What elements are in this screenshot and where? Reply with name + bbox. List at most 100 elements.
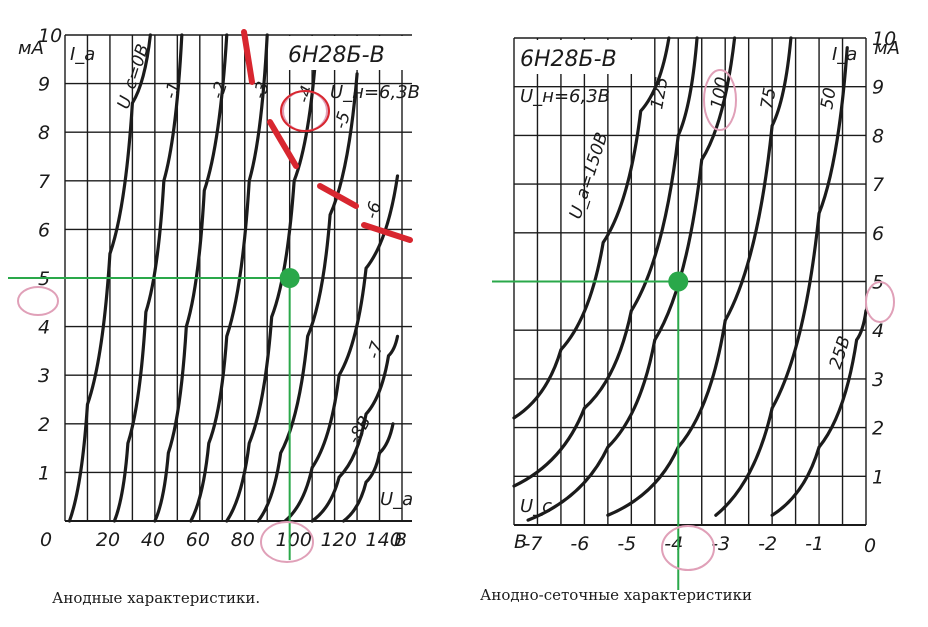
y-tick-label: 9 bbox=[872, 77, 884, 99]
series-label: -7 bbox=[364, 339, 388, 361]
right-ylabel: I_a bbox=[832, 44, 857, 65]
operating-point-dot bbox=[279, 268, 300, 288]
x-tick-label: 120 bbox=[321, 529, 357, 551]
highlight-ellipse bbox=[17, 286, 59, 316]
highlight-ellipse bbox=[260, 521, 314, 563]
y-tick-label: 3 bbox=[38, 365, 50, 387]
y-tick-label: 6 bbox=[872, 223, 884, 245]
series-label: -2 bbox=[208, 79, 232, 101]
y-tick-label: 4 bbox=[872, 320, 884, 342]
left-operating-point bbox=[8, 268, 300, 560]
series-curve bbox=[512, 36, 671, 420]
x-tick-label: -5 bbox=[617, 533, 636, 555]
series-curve bbox=[153, 33, 229, 523]
x-tick-label: 140 bbox=[366, 529, 402, 551]
right-curves bbox=[512, 36, 868, 522]
series-curve bbox=[512, 36, 699, 488]
series-curve bbox=[283, 174, 400, 523]
series-curve bbox=[189, 33, 269, 523]
series-curve bbox=[341, 422, 395, 523]
series-curve bbox=[310, 334, 400, 523]
series-curve bbox=[770, 309, 868, 517]
right-title: 6Н28Б-В bbox=[520, 47, 617, 72]
x-tick-label: -2 bbox=[758, 533, 777, 555]
hand-drawn-annotations bbox=[17, 29, 895, 571]
x-tick-label: -1 bbox=[805, 533, 824, 555]
left-subtitle: U_н=6,3В bbox=[330, 82, 420, 103]
y-tick-label: 7 bbox=[872, 174, 884, 196]
series-curve bbox=[526, 36, 737, 522]
highlight-ellipse bbox=[661, 525, 715, 571]
red-circle bbox=[280, 90, 330, 132]
left-xlabel: U_a bbox=[380, 489, 413, 510]
right-yunit: мА bbox=[874, 38, 900, 59]
y-tick-label: 10 bbox=[38, 25, 62, 47]
left-title: 6Н28Б-В bbox=[288, 43, 385, 68]
series-label: -8В bbox=[344, 413, 376, 448]
right-xunit: В bbox=[514, 531, 527, 553]
series-label: -3 bbox=[250, 79, 274, 101]
right-title-box bbox=[516, 40, 646, 74]
right-caption: Анодно-сеточные характеристики bbox=[480, 586, 752, 604]
y-tick-label: 8 bbox=[38, 122, 50, 144]
operating-point-dot bbox=[668, 271, 689, 292]
left-x-tick-labels: 20 40 60 80 100 120 140 bbox=[96, 529, 402, 551]
left-curves bbox=[67, 33, 400, 523]
right-origin-label: 0 bbox=[864, 535, 876, 557]
series-label: -5 bbox=[331, 109, 355, 131]
x-tick-label: -6 bbox=[570, 533, 589, 555]
y-tick-label: 4 bbox=[38, 317, 50, 339]
series-label: 100 bbox=[707, 75, 732, 110]
y-tick-label: 2 bbox=[38, 414, 50, 436]
left-title-box bbox=[283, 36, 411, 70]
x-tick-label: 60 bbox=[186, 529, 210, 551]
series-label: U_c=0В bbox=[114, 42, 154, 112]
series-label: -1 bbox=[161, 79, 185, 101]
series-curve bbox=[256, 72, 359, 523]
left-origin-label: 0 bbox=[40, 529, 52, 551]
right-subtitle: U_н=6,3В bbox=[520, 86, 610, 107]
y-tick-label: 1 bbox=[872, 466, 884, 488]
red-dash bbox=[267, 119, 299, 169]
y-tick-label: 2 bbox=[872, 418, 884, 440]
right-x-tick-labels: -7 -6 -5 -4 -3 -2 -1 bbox=[523, 533, 824, 555]
y-tick-label: 1 bbox=[38, 462, 50, 484]
series-label: 125 bbox=[647, 75, 672, 110]
x-tick-label: -7 bbox=[523, 533, 542, 555]
y-tick-label: 6 bbox=[38, 219, 50, 241]
red-dash bbox=[317, 183, 359, 209]
left-xunit: В bbox=[394, 529, 407, 551]
series-curve bbox=[67, 33, 152, 523]
y-tick-label: 7 bbox=[38, 171, 50, 193]
y-tick-label: 3 bbox=[872, 369, 884, 391]
series-label: -4 bbox=[294, 83, 318, 105]
series-label: 75 bbox=[757, 86, 780, 111]
y-tick-label: 9 bbox=[38, 74, 50, 96]
series-curve bbox=[225, 43, 319, 523]
series-curve bbox=[606, 36, 793, 517]
left-yunit: мА bbox=[18, 38, 44, 59]
highlight-ellipse bbox=[703, 69, 737, 131]
red-dash bbox=[241, 29, 255, 85]
x-tick-label: 100 bbox=[276, 529, 312, 551]
red-dash bbox=[361, 222, 413, 243]
right-xlabel: U_c bbox=[520, 496, 552, 517]
series-curve bbox=[714, 46, 849, 517]
x-tick-label: -3 bbox=[711, 533, 730, 555]
y-tick-label: 10 bbox=[872, 28, 896, 50]
left-ylabel: I_a bbox=[70, 44, 95, 65]
y-tick-label: 8 bbox=[872, 125, 884, 147]
x-tick-label: 20 bbox=[96, 529, 120, 551]
x-tick-label: 80 bbox=[231, 529, 255, 551]
series-curve bbox=[112, 33, 184, 523]
series-label: 50 bbox=[817, 86, 840, 111]
highlight-ellipse bbox=[865, 281, 895, 323]
series-label: -6 bbox=[362, 199, 386, 221]
right-operating-point bbox=[492, 271, 689, 590]
left-caption: Анодные характеристики. bbox=[52, 589, 260, 607]
